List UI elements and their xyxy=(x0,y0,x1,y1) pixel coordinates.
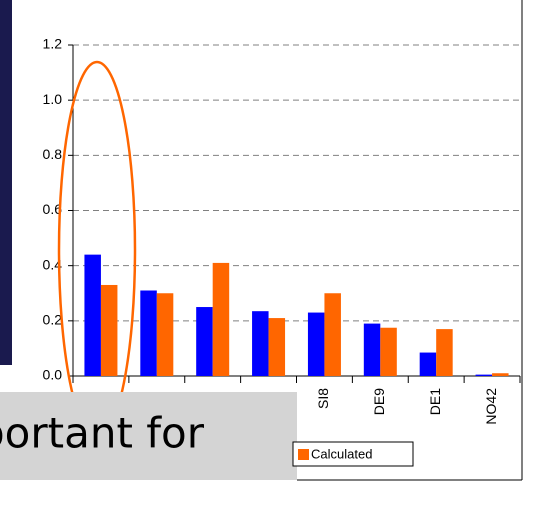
bar xyxy=(307,312,325,376)
legend xyxy=(292,441,414,467)
bar xyxy=(324,293,341,376)
bar xyxy=(156,293,174,376)
bar xyxy=(212,262,230,376)
y-tick-label: 0.6 xyxy=(43,201,63,217)
bar xyxy=(380,327,397,376)
bar xyxy=(100,284,118,376)
bar xyxy=(436,329,453,376)
slide-edge xyxy=(0,0,12,365)
caption-box xyxy=(0,392,297,480)
bar xyxy=(196,307,213,376)
y-tick-label: 0.2 xyxy=(43,312,63,328)
bar xyxy=(252,311,269,376)
legend-label: Calculated xyxy=(311,446,372,461)
bar xyxy=(492,373,509,376)
y-tick-label: 0.0 xyxy=(43,367,63,383)
x-tick-label: DE1 xyxy=(427,388,443,415)
bar xyxy=(475,374,493,376)
bar xyxy=(363,323,381,376)
bar xyxy=(84,254,101,376)
bar xyxy=(419,352,437,376)
y-tick-label: 1.2 xyxy=(43,36,63,52)
bar xyxy=(140,290,157,376)
bar xyxy=(268,318,286,376)
y-tick-label: 1.0 xyxy=(43,91,63,107)
legend-swatch xyxy=(298,449,309,460)
x-tick-label: NO42 xyxy=(483,388,499,425)
highlight-ellipse xyxy=(57,60,137,440)
caption-text: portant for xyxy=(0,409,205,458)
y-tick-label: 0.8 xyxy=(43,146,63,162)
x-tick-label: SI8 xyxy=(315,388,331,409)
x-tick-label: DE9 xyxy=(371,388,387,415)
y-tick-label: 0.4 xyxy=(43,256,63,272)
